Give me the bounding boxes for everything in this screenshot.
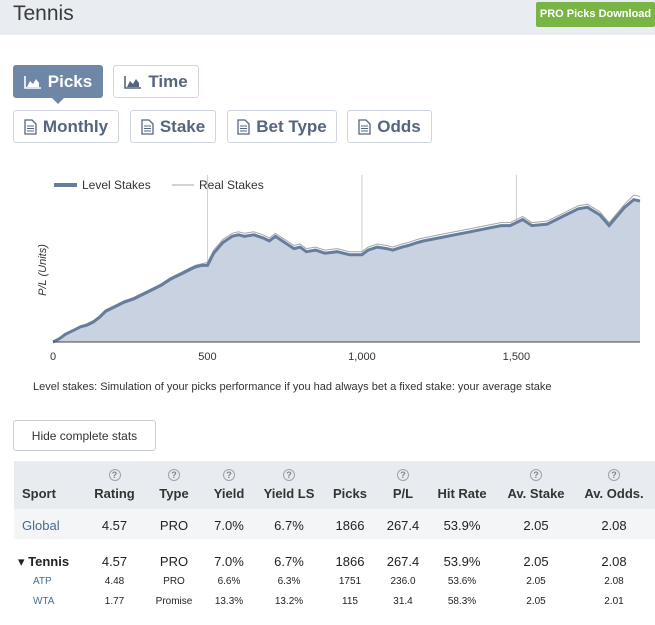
table-cell-av-odds: 2.08 [601,554,627,569]
level-stakes-area [53,199,640,342]
legend: Level Stakes Real Stakes [54,178,264,192]
stats-header-row: Sport ? Rating ? Type ? Yield ? Yield LS… [14,461,655,509]
y-axis-label: P/L (Units) [37,244,49,296]
tab-label: Odds [377,116,421,136]
tab-label: Picks [47,71,93,91]
document-icon [141,118,154,135]
table-cell-sport[interactable]: WTA [33,596,55,607]
area-chart-icon [124,75,142,89]
table-cell-type: Promise [155,596,193,607]
table-cell-type: PRO [159,518,189,533]
column-header-av-odds: ? Av. Odds. [584,469,644,501]
x-tick-label: 500 [198,351,216,363]
table-cell-yield: 13.3% [214,596,244,607]
table-cell-type: PRO [159,554,189,569]
column-header-picks: Picks [333,486,367,501]
tab-label: Time [148,71,188,91]
document-icon [358,118,371,135]
table-cell-pl: 267.4 [386,554,420,569]
table-cell-pl: 236.0 [390,576,416,587]
column-header-type: ? Type [159,469,189,501]
table-cell-pl: 31.4 [393,596,413,607]
table-cell-av-stake: 2.05 [526,596,546,607]
help-icon[interactable]: ? [168,469,180,481]
tab-monthly[interactable]: Monthly [13,110,119,143]
table-cell-sport: ▾ Tennis [18,554,83,570]
tab-stake[interactable]: Stake [130,110,216,143]
table-cell-hit-rate: 53.6% [447,576,477,587]
pl-chart-svg: 0 500 1,000 1,500 P/L (Units) Level Stakes … [37,175,641,363]
table-cell-rating: 1.77 [104,596,125,607]
column-header-rating: ? Rating [94,469,135,501]
tab-picks[interactable]: Picks [13,65,103,104]
x-tick-label: 1,000 [348,351,376,363]
table-cell-yield-ls: 13.2% [274,596,304,607]
legend-label-level-stakes: Level Stakes [82,178,151,192]
x-tick-label: 1,500 [503,351,531,363]
column-header-sport: Sport [22,486,56,501]
help-icon[interactable]: ? [223,469,235,481]
table-cell-yield: 6.6% [217,576,241,587]
table-cell-picks: 115 [342,596,358,607]
table-cell-yield-ls: 6.7% [274,518,304,533]
column-header-hit-rate: Hit Rate [437,486,487,501]
document-icon [24,118,37,135]
help-icon[interactable]: ? [608,469,620,481]
help-icon[interactable]: ? [283,469,295,481]
series-line-level-stakes [52,197,641,344]
help-icon[interactable]: ? [108,469,121,481]
column-header-yield-ls: ? Yield LS [263,469,315,501]
pl-chart: 0 500 1,000 1,500 P/L (Units) Level Stakes … [14,170,654,370]
table-cell-picks: 1866 [335,518,365,533]
pro-picks-download-button[interactable]: PRO Picks Download [536,2,655,27]
page-title: Tennis [13,2,74,25]
x-tick-label: 0 [50,351,56,363]
tab-odds[interactable]: Odds [347,110,432,143]
table-cell-sport[interactable]: Global [22,518,60,533]
column-header-pl: ? P/L [392,469,414,501]
table-cell-type: PRO [163,576,185,587]
table-cell-rating: 4.48 [104,576,125,587]
column-header-yield: ? Yield [213,469,245,501]
table-cell-rating: 4.57 [101,554,128,569]
table-cell-av-stake: 2.05 [526,576,546,587]
table-cell-yield-ls: 6.3% [277,576,301,587]
help-icon[interactable]: ? [397,469,409,481]
tab-label: Bet Type [256,116,327,136]
tab-time[interactable]: Time [113,65,199,98]
sport-label: Tennis [28,554,70,569]
table-cell-hit-rate: 53.9% [443,518,481,533]
document-icon [237,118,250,135]
table-cell-yield-ls: 6.7% [274,554,304,569]
table-cell-yield: 7.0% [214,554,244,569]
table-cell-picks: 1866 [335,554,365,569]
table-cell-yield: 7.0% [214,518,244,533]
table-cell-hit-rate: 53.9% [443,554,481,569]
table-cell-hit-rate: 58.3% [447,596,477,607]
page-header: Tennis PRO Picks Download [0,0,655,35]
table-cell-av-odds: 2.08 [601,518,627,533]
area-chart-icon [23,75,42,89]
table-cell-pl: 267.4 [386,518,420,533]
expand-arrow-icon[interactable]: ▾ [18,554,29,569]
tab-label: Monthly [42,116,109,136]
table-cell-av-stake: 2.05 [523,554,549,569]
table-cell-rating: 4.57 [101,518,128,533]
table-cell-av-stake: 2.05 [523,518,549,533]
hide-complete-stats-button[interactable]: Hide complete stats [13,420,156,451]
tab-label: Stake [159,116,206,136]
legend-label-real-stakes: Real Stakes [199,178,264,192]
help-icon[interactable]: ? [530,469,542,481]
table-cell-av-odds: 2.01 [604,596,624,607]
tab-bet-type[interactable]: Bet Type [227,110,337,143]
table-cell-av-odds: 2.08 [604,576,624,587]
table-row-global [14,509,655,539]
level-stakes-note: Level stakes: Simulation of your picks p… [33,381,552,393]
table-cell-picks: 1751 [338,576,362,587]
column-header-av-stake: ? Av. Stake [507,469,565,501]
table-cell-sport[interactable]: ATP [33,576,52,587]
